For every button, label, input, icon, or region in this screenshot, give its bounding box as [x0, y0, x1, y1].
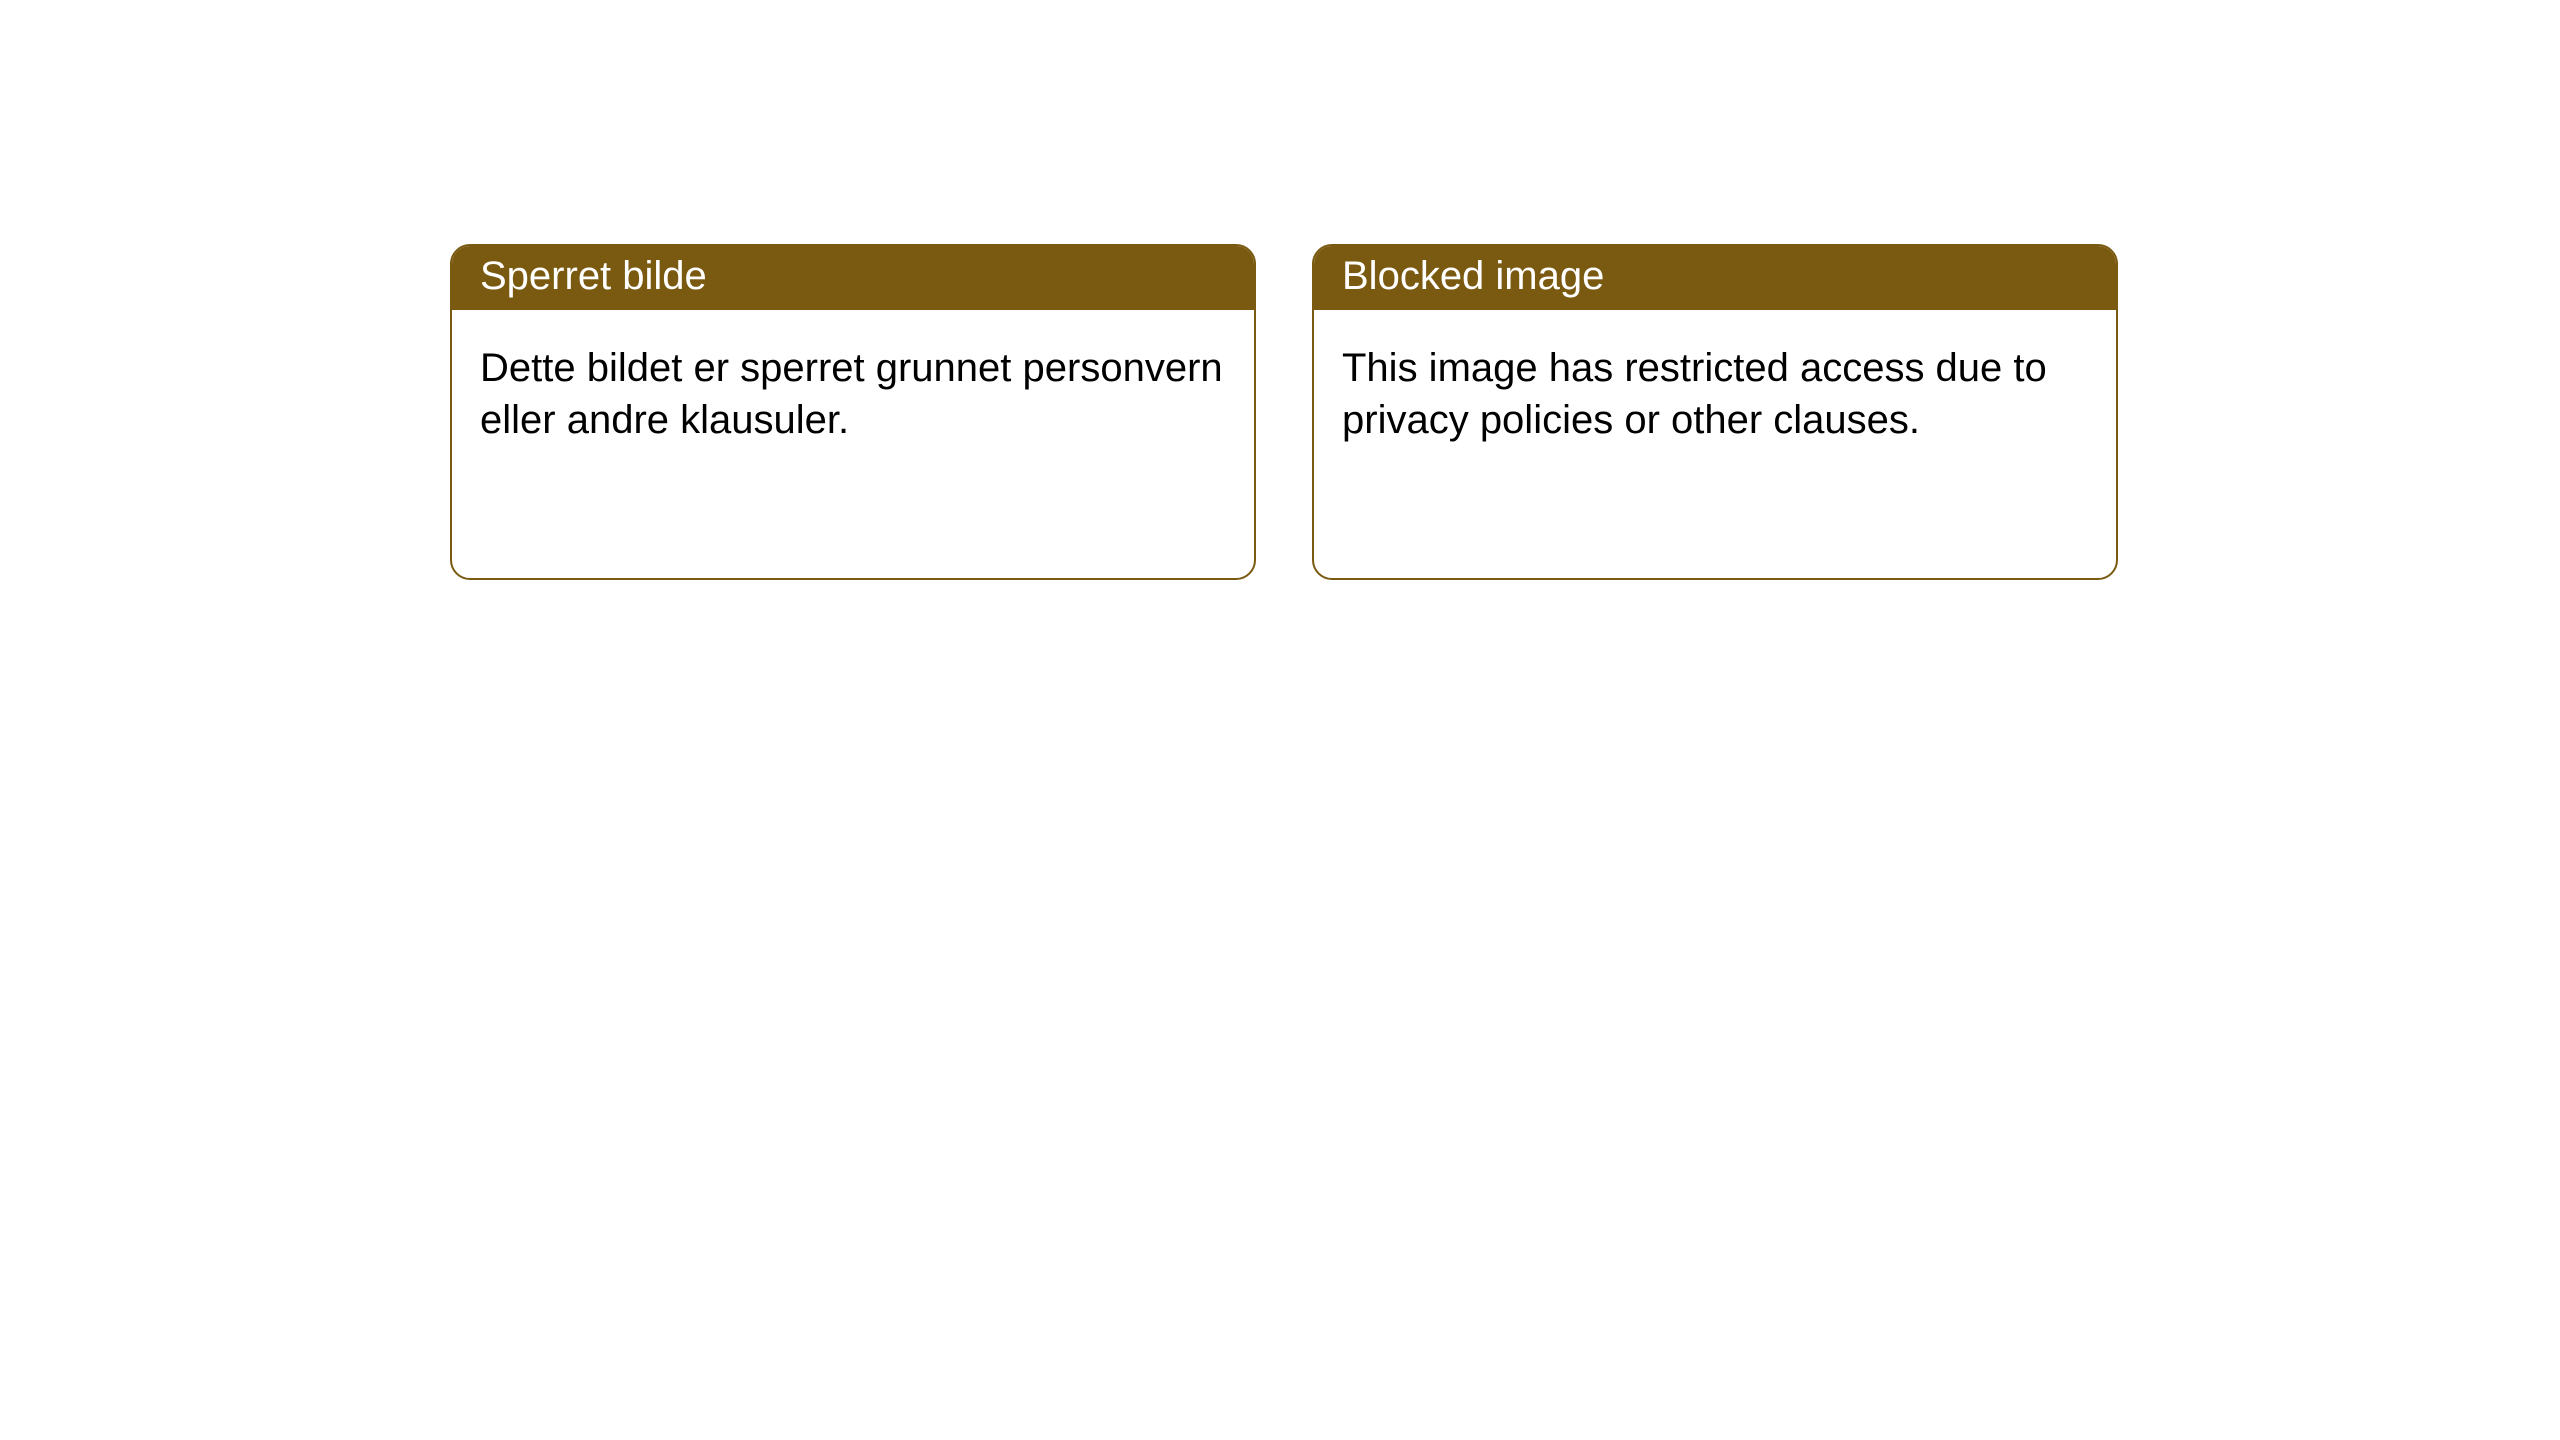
notice-body-norwegian: Dette bildet er sperret grunnet personve… [452, 310, 1254, 478]
notice-body-english: This image has restricted access due to … [1314, 310, 2116, 478]
notice-header-norwegian: Sperret bilde [452, 246, 1254, 310]
notice-box-norwegian: Sperret bilde Dette bildet er sperret gr… [450, 244, 1256, 580]
notice-header-english: Blocked image [1314, 246, 2116, 310]
notice-container: Sperret bilde Dette bildet er sperret gr… [0, 0, 2560, 580]
notice-box-english: Blocked image This image has restricted … [1312, 244, 2118, 580]
